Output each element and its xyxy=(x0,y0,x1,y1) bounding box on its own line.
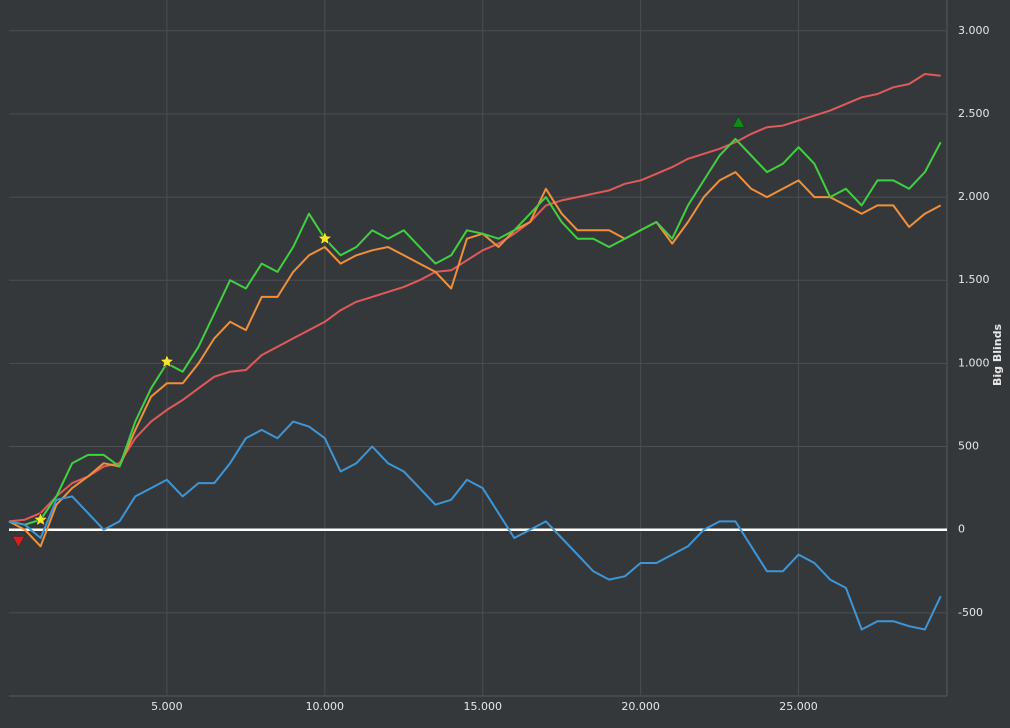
x-tick-label: 20.000 xyxy=(621,700,660,713)
y-tick-label: 0 xyxy=(958,523,965,536)
y-tick-label: 3.000 xyxy=(958,24,990,37)
y-tick-label: 2.000 xyxy=(958,190,990,203)
y-axis-label: Big Blinds xyxy=(991,324,1004,386)
x-tick-label: 10.000 xyxy=(306,700,345,713)
x-tick-label: 5.000 xyxy=(151,700,183,713)
series-line xyxy=(8,171,942,548)
series-line xyxy=(8,73,941,523)
marker-star xyxy=(159,354,175,368)
marker-triangle-down xyxy=(12,536,25,548)
marker-star xyxy=(33,512,48,526)
y-tick-label: 500 xyxy=(958,440,979,453)
series-line xyxy=(8,137,942,526)
marker-triangle-up xyxy=(732,115,745,128)
y-tick-label: 1.000 xyxy=(958,356,990,369)
y-tick-label: -500 xyxy=(958,606,983,619)
y-tick-label: 2.500 xyxy=(958,107,990,120)
series-line xyxy=(8,420,942,631)
x-tick-label: 25.000 xyxy=(779,700,818,713)
x-tick-label: 15.000 xyxy=(463,700,502,713)
y-tick-label: 1.500 xyxy=(958,273,990,286)
marker-star xyxy=(317,231,333,245)
